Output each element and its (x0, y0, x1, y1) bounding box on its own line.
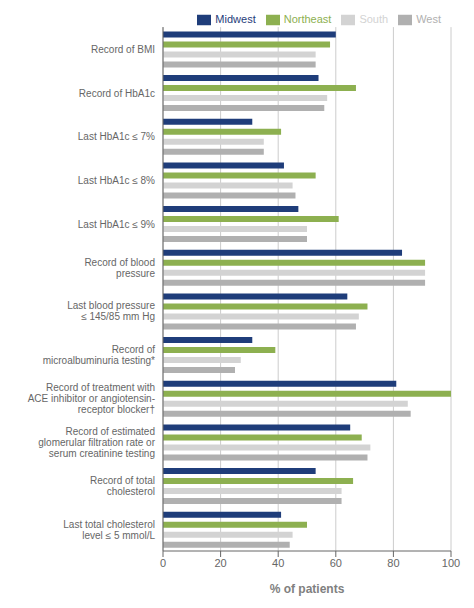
html-text:West: West (416, 13, 441, 25)
svg-text:Last blood pressure≤ 145/85 mm: Last blood pressure≤ 145/85 mm Hg (67, 300, 155, 322)
svg-text:Record of BMI: Record of BMI (91, 43, 155, 54)
svg-text:Last HbA1c ≤ 9%: Last HbA1c ≤ 9% (78, 218, 155, 229)
svg-text:Record of estimatedglomerular: Record of estimatedglomerular filtration… (38, 425, 155, 458)
svg-text:20: 20 (214, 557, 226, 569)
svg-text:80: 80 (387, 557, 399, 569)
svg-text:Last HbA1c ≤ 7%: Last HbA1c ≤ 7% (78, 131, 155, 142)
svg-text:40: 40 (272, 557, 284, 569)
svg-text:Last HbA1c ≤ 8%: Last HbA1c ≤ 8% (78, 174, 155, 185)
html-text:Midwest: Midwest (215, 13, 256, 25)
svg-text:60: 60 (330, 557, 342, 569)
svg-text:Last total cholesterollevel ≤: Last total cholesterollevel ≤ 5 mmol/L (63, 518, 155, 540)
svg-text:Record of bloodpressure: Record of bloodpressure (84, 256, 155, 278)
svg-text:Record of HbA1c: Record of HbA1c (79, 87, 155, 98)
svg-text:0: 0 (160, 557, 166, 569)
svg-text:100: 100 (442, 557, 460, 569)
svg-text:Record of totalcholesterol: Record of totalcholesterol (90, 475, 155, 497)
html-text:Northeast: Northeast (283, 13, 332, 25)
html-text:South: South (359, 13, 389, 25)
svg-text:Record of treatment withACE in: Record of treatment withACE inhibitor or… (28, 382, 155, 415)
svg-text:% of patients: % of patients (270, 582, 345, 596)
svg-text:Record ofmicroalbuminuria test: Record ofmicroalbuminuria testing* (43, 344, 155, 366)
